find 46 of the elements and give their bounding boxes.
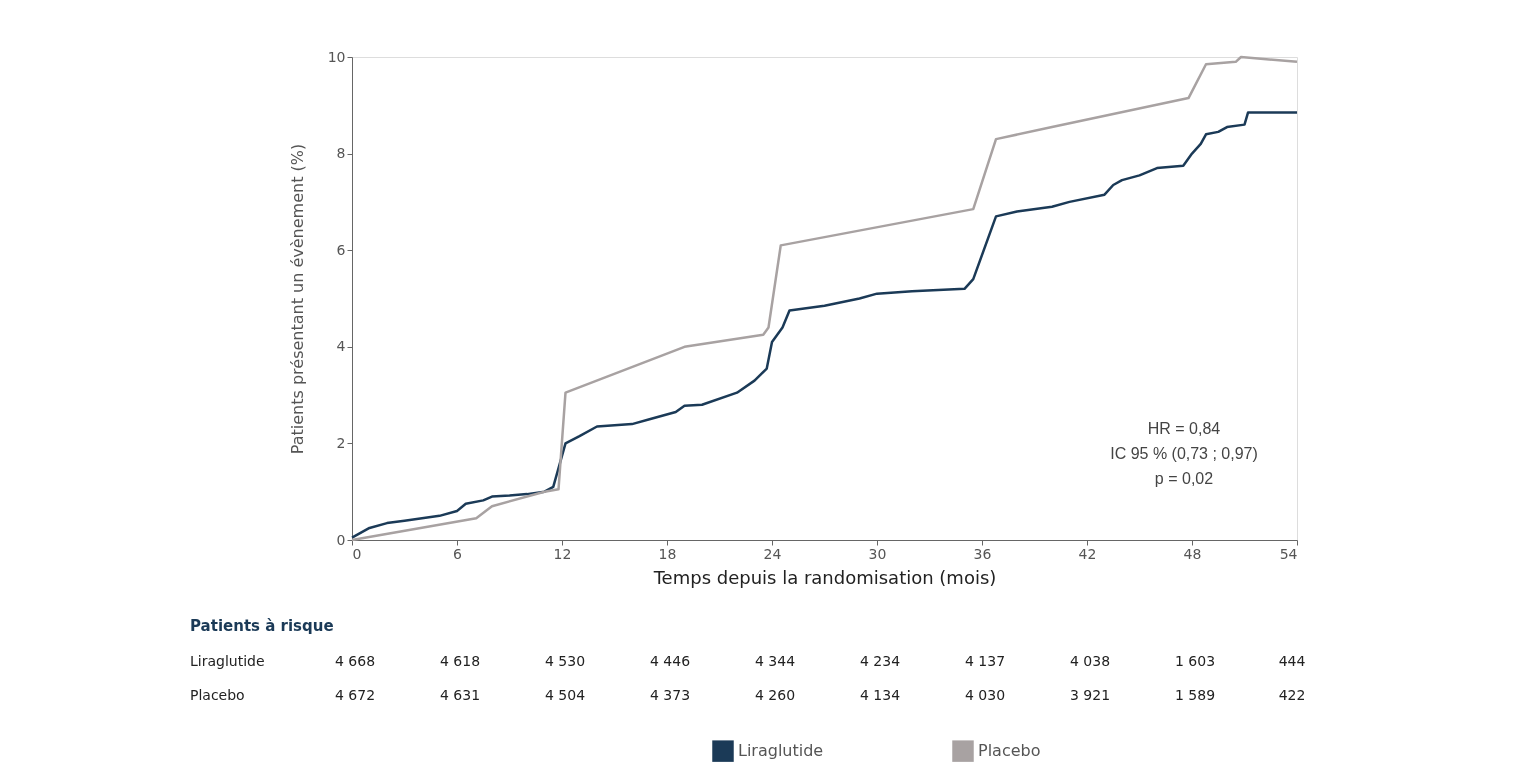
y-tick-label: 10 [327,48,346,65]
text: 4 668 [334,653,376,669]
x-tick-label: 36 [973,545,992,562]
x-tick-label: 24 [763,545,782,562]
text: Placebo [190,687,245,703]
text: 4 038 [1069,653,1111,669]
x-tick-label: 54 [1279,545,1298,562]
x-tick-label: 42 [1078,545,1097,562]
text: 3 921 [1069,687,1111,703]
text: 4 631 [439,687,481,703]
legend-label: Placebo [978,741,1041,761]
text: 4 530 [544,653,586,669]
y-tick-label: 2 [336,434,346,451]
x-tick-label: 12 [553,545,572,562]
text: 4 234 [859,653,901,669]
y-tick-label: 6 [336,241,346,258]
x-tick-label: 0 [352,545,362,562]
text: 4 134 [859,687,901,703]
text: 422 [1278,687,1306,703]
x-tick-label: 30 [868,545,887,562]
text: 4 618 [439,653,481,669]
y-axis-title: Patients présentant un évènement (%) [287,143,307,455]
annotation: p = 0,02 [1154,470,1214,487]
text: 4 137 [964,653,1006,669]
text: Liraglutide [190,653,265,669]
text: 4 030 [964,687,1006,703]
text: 4 672 [334,687,376,703]
text: Patients à risque [190,617,334,635]
text: 444 [1278,653,1306,669]
annotation: IC 95 % (0,73 ; 0,97) [1110,445,1258,462]
x-tick-label: 48 [1183,545,1202,562]
text: 1 589 [1174,687,1216,703]
legend-label: Liraglutide [738,741,824,761]
y-tick-label: 8 [336,145,346,162]
y-tick-label: 0 [336,531,346,548]
annotation: HR = 0,84 [1147,420,1221,437]
y-tick-label: 4 [336,338,346,355]
x-tick-label: 6 [453,545,463,562]
text: 4 344 [754,653,796,669]
text: 4 373 [649,687,691,703]
text: 4 446 [649,653,691,669]
text: 1 603 [1174,653,1216,669]
text: 4 504 [544,687,586,703]
x-tick-label: 18 [658,545,677,562]
x-axis-title: Temps depuis la randomisation (mois) [652,566,997,588]
text: 4 260 [754,687,796,703]
